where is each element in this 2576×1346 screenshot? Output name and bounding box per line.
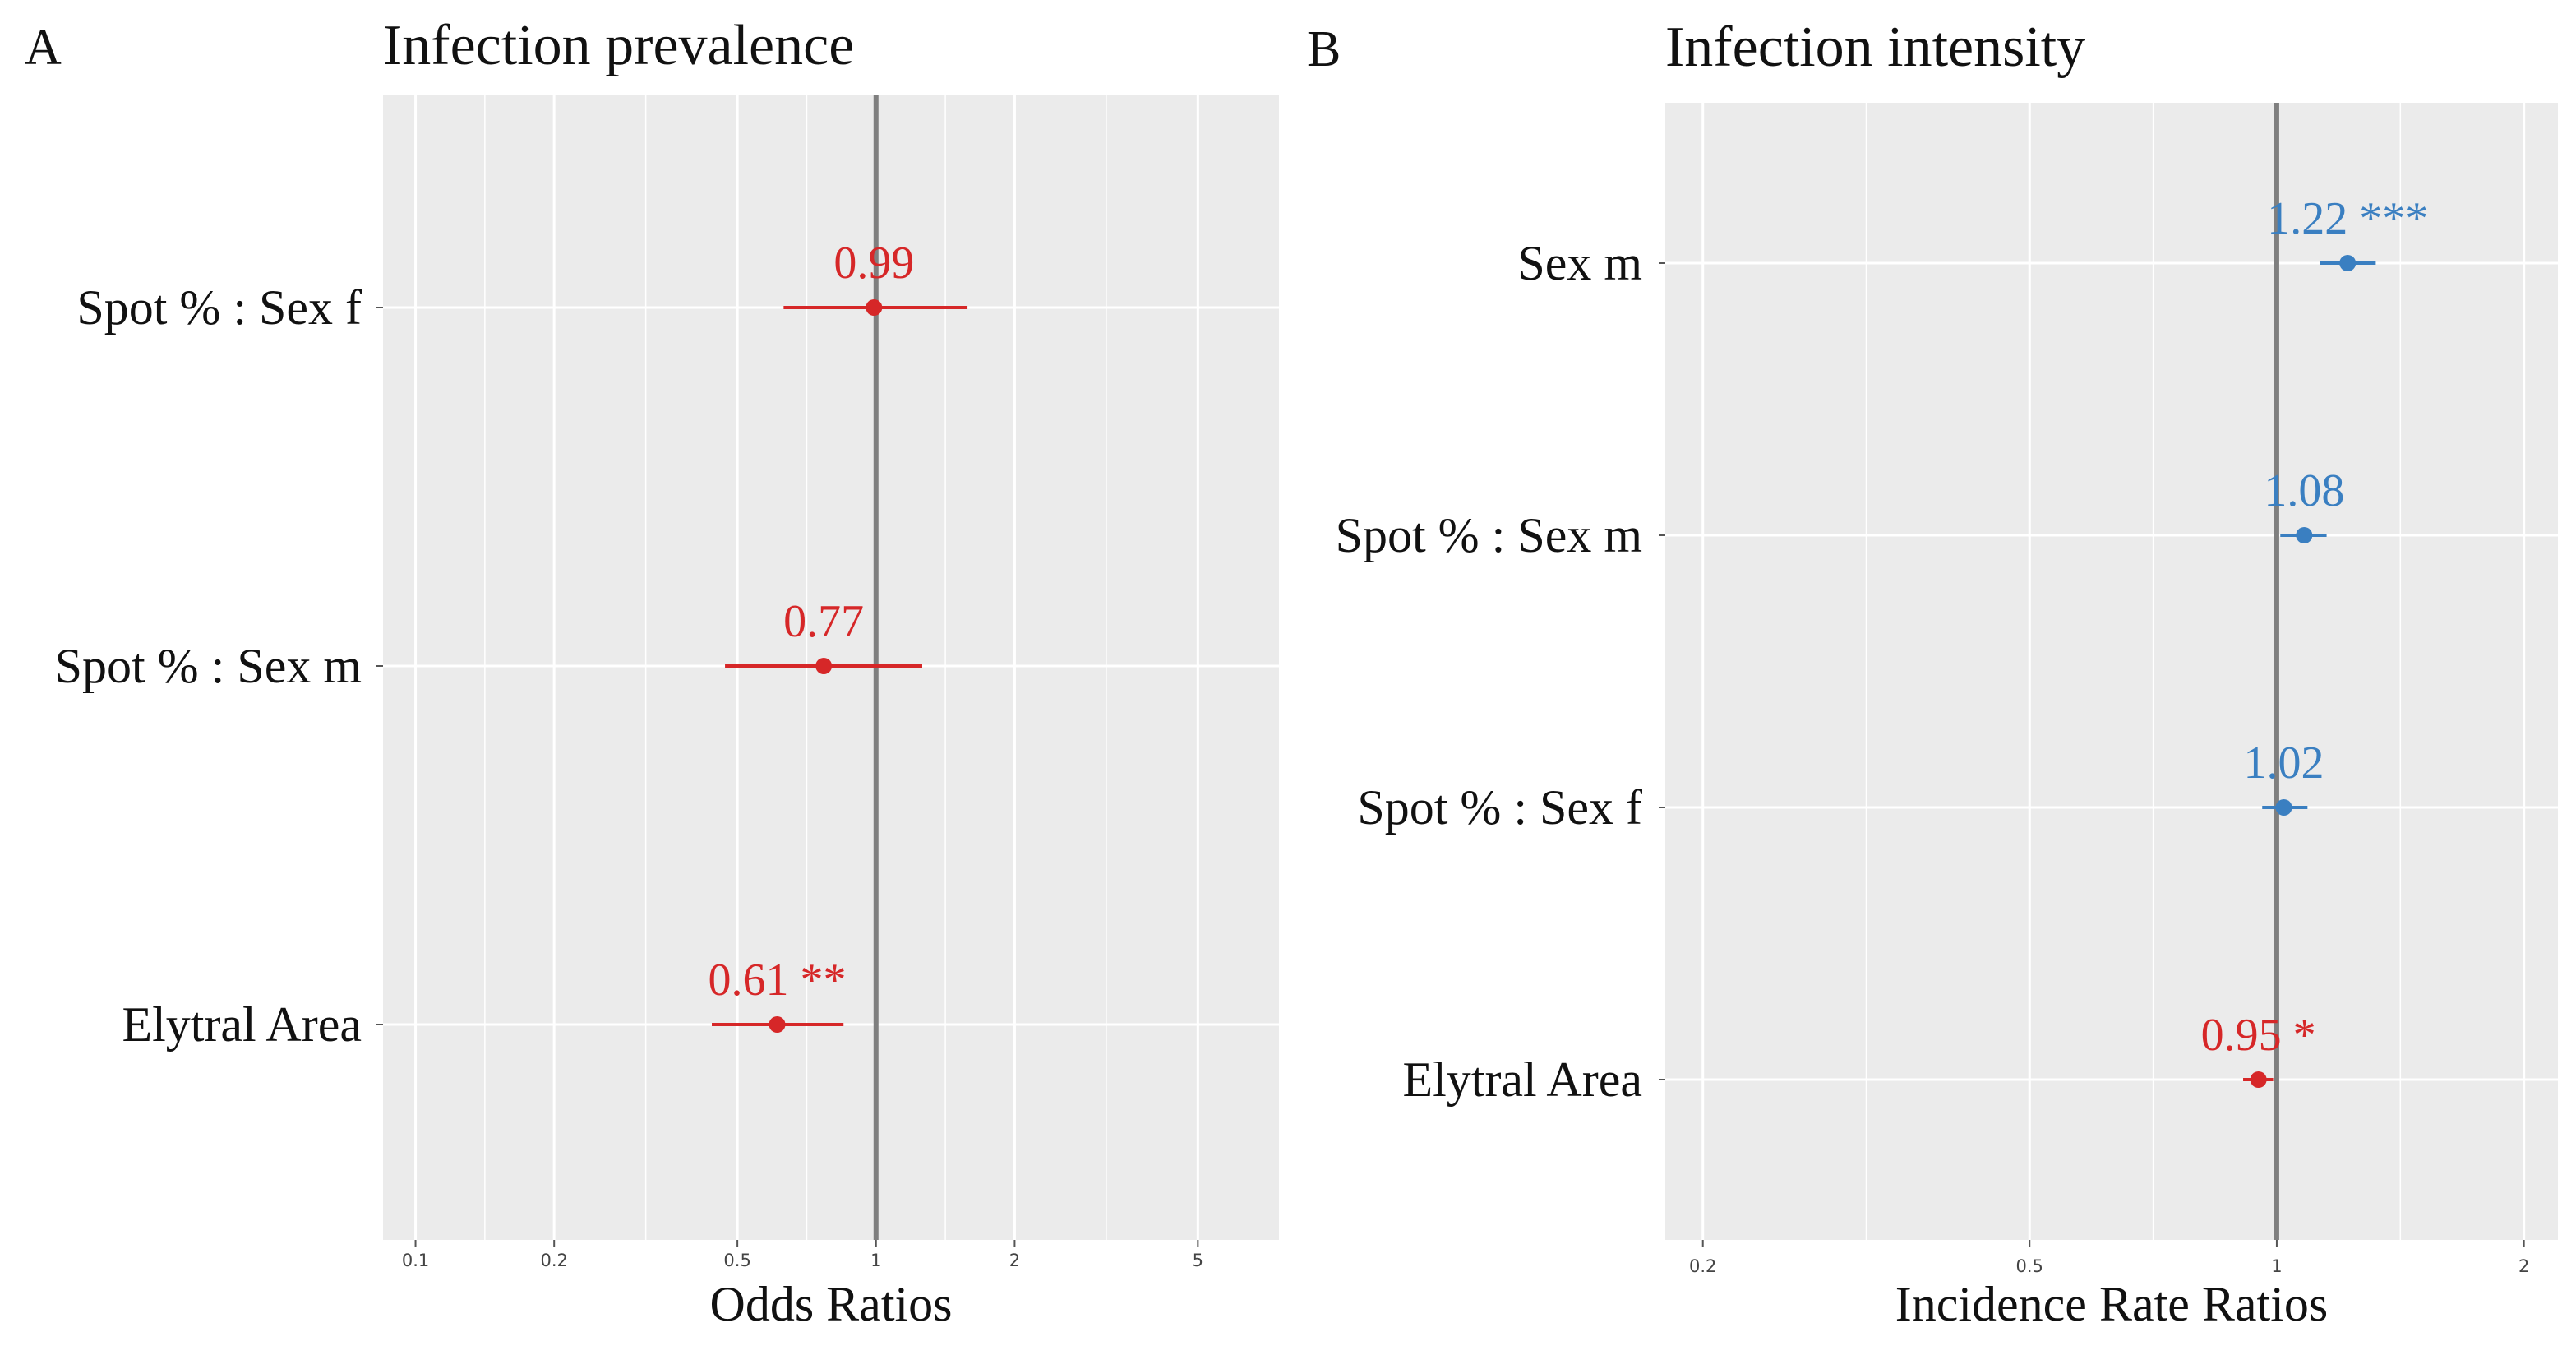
term-label-spot-sex-f: Spot % : Sex f (1357, 780, 1642, 835)
x-tick-label: 0.2 (540, 1251, 567, 1270)
significance-stars: ** (801, 955, 847, 1006)
term-label-elytral-area: Elytral Area (1402, 1052, 1642, 1107)
panel-letter: B (1307, 21, 1341, 77)
panel-title: Infection prevalence (383, 14, 854, 77)
estimate-label-spot-sex-m: 1.08 (2264, 465, 2344, 516)
x-axis-title: Odds Ratios (709, 1277, 952, 1331)
estimate-value: 0.99 (833, 238, 914, 289)
estimate-value: 1.22 (2267, 193, 2347, 244)
estimate-point-spot-sex-m (2296, 527, 2313, 543)
x-tick-label: 5 (1193, 1251, 1203, 1270)
x-tick-label: 0.5 (723, 1251, 750, 1270)
significance-stars: * (2293, 1010, 2316, 1061)
estimate-point-spot-sex-f (2275, 799, 2292, 816)
panel-b-infection-intensity: B Infection intensity 0.2 0.5 1 2 Sex m Spot % … (1307, 16, 2558, 1331)
estimate-label-elytral-area: 0.95 * (2201, 1010, 2316, 1061)
x-axis-title: Incidence Rate Ratios (1895, 1277, 2328, 1331)
x-tick-label: 2 (1009, 1251, 1020, 1270)
estimate-value: 0.61 (709, 955, 789, 1006)
estimate-value: 1.02 (2244, 738, 2324, 789)
x-tick-label: 1 (870, 1251, 881, 1270)
panel-a-infection-prevalence: A Infection prevalence 0.1 0.2 0.5 1 2 5 Spot % … (25, 14, 1279, 1331)
panel-title: Infection intensity (1665, 16, 2085, 79)
estimate-label-elytral-area: 0.61 ** (709, 955, 847, 1006)
estimate-point-elytral-area (2250, 1071, 2267, 1088)
significance-stars: *** (2359, 193, 2428, 244)
term-label-spot-sex-m: Spot % : Sex m (1336, 508, 1642, 562)
estimate-point-elytral-area (769, 1016, 786, 1033)
estimate-value: 0.95 (2201, 1010, 2282, 1061)
estimate-point-sex-m (2339, 255, 2357, 271)
term-label-elytral-area: Elytral Area (122, 997, 362, 1052)
term-label-spot-sex-f: Spot % : Sex f (76, 280, 362, 335)
estimate-value: 1.08 (2264, 465, 2344, 516)
estimate-label-spot-sex-f: 1.02 (2244, 738, 2324, 789)
estimate-label-spot-sex-f: 0.99 (833, 238, 914, 289)
x-tick-label: 0.1 (402, 1251, 429, 1270)
x-tick-label: 1 (2271, 1256, 2282, 1276)
term-label-sex-m: Sex m (1517, 236, 1642, 290)
estimate-value: 0.77 (783, 596, 864, 647)
x-tick-label: 0.5 (2016, 1256, 2043, 1276)
x-tick-label: 2 (2518, 1256, 2529, 1276)
term-label-spot-sex-m: Spot % : Sex m (55, 639, 362, 693)
estimate-label-spot-sex-m: 0.77 (783, 596, 864, 647)
estimate-point-spot-sex-m (815, 658, 833, 674)
plot-background (1665, 103, 2558, 1240)
panel-letter: A (25, 20, 62, 76)
estimate-point-spot-sex-f (866, 299, 883, 316)
x-tick-label: 0.2 (1689, 1256, 1716, 1276)
estimate-label-sex-m: 1.22 *** (2267, 193, 2428, 244)
